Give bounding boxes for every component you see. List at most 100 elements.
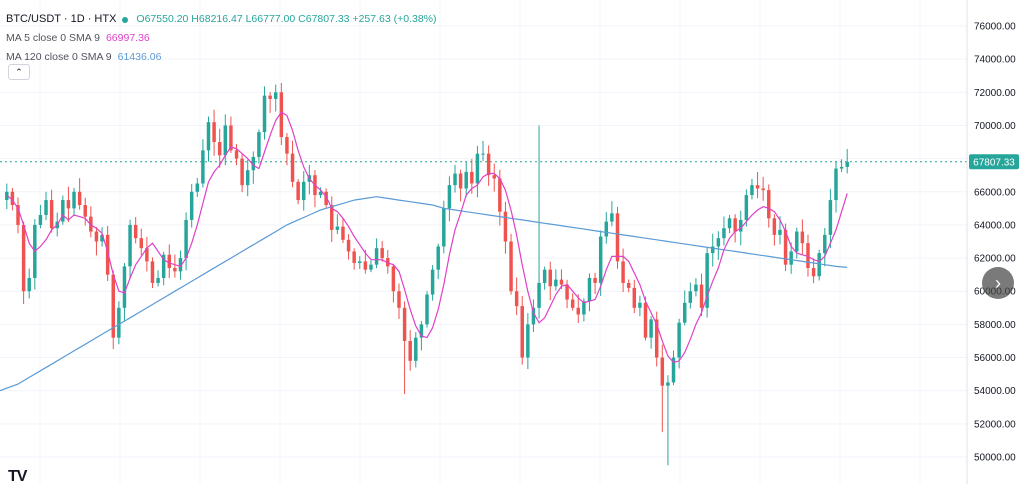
candle-down	[626, 282, 631, 288]
candle-up	[273, 92, 278, 99]
ohlc-values: O67550.20 H68216.47 L66777.00 C67807.33 …	[136, 13, 437, 25]
candle-down	[632, 287, 637, 308]
candle-down	[346, 239, 351, 252]
candle-up	[178, 258, 183, 272]
candle-down	[470, 171, 474, 184]
candle-down	[77, 191, 82, 206]
chevron-up-icon: ⌃	[15, 66, 23, 77]
y-tick-label: 58000.00	[974, 320, 1016, 331]
candle-up	[161, 254, 166, 278]
candle-up	[744, 195, 749, 220]
candle-up	[817, 253, 821, 277]
candle-down	[150, 261, 155, 283]
symbol-row: BTC/USDT · 1D · HTX O67550.20 H68216.47 …	[6, 10, 437, 29]
candle-down	[492, 175, 496, 179]
candle-up	[184, 219, 188, 259]
collapse-legend-button[interactable]: ⌃	[8, 64, 30, 80]
candle-down	[755, 185, 760, 189]
candle-down	[111, 274, 115, 338]
y-tick-label: 74000.00	[974, 55, 1016, 66]
candle-up	[727, 218, 732, 229]
candle-down	[83, 205, 87, 217]
candle-down	[324, 191, 328, 206]
candle-up	[537, 282, 541, 308]
candle-down	[660, 357, 665, 386]
candle-down	[654, 319, 659, 358]
candle-up	[201, 150, 205, 184]
candle-up	[453, 173, 457, 186]
candle-up	[739, 219, 743, 232]
candle-up	[318, 191, 323, 196]
candle-down	[234, 150, 239, 159]
candle-up	[61, 200, 65, 222]
y-tick-label: 70000.00	[974, 121, 1016, 132]
candle-down	[145, 248, 149, 262]
candle-down	[167, 254, 172, 269]
ma5-line	[6, 111, 848, 364]
market-status-dot	[122, 16, 129, 23]
y-tick-label: 66000.00	[974, 187, 1016, 198]
candle-up	[845, 161, 849, 167]
candle-up	[128, 224, 132, 267]
candle-up	[358, 261, 362, 264]
candle-down	[139, 238, 144, 249]
candle-up	[335, 226, 340, 230]
candle-up	[206, 122, 211, 151]
candle-down	[621, 261, 625, 283]
candle-down	[94, 231, 99, 242]
candle-down	[268, 95, 272, 99]
candle-up	[834, 168, 838, 201]
candle-up	[419, 324, 424, 338]
candle-down	[643, 302, 648, 338]
candle-down	[290, 153, 295, 182]
candle-down	[520, 306, 524, 358]
y-tick-label: 50000.00	[974, 453, 1016, 464]
candle-down	[380, 248, 384, 259]
candle-up	[705, 253, 709, 308]
tradingview-logo[interactable]: TV	[8, 468, 27, 485]
y-tick-label: 76000.00	[974, 22, 1016, 33]
candle-down	[733, 218, 737, 232]
candle-down	[559, 279, 564, 285]
candle-up	[542, 269, 547, 283]
candle-down	[783, 229, 788, 265]
candle-up	[251, 156, 256, 171]
candle-down	[386, 258, 390, 267]
candle-down	[402, 307, 407, 341]
candle-up	[117, 307, 121, 338]
candle-up	[447, 185, 452, 209]
candle-down	[565, 284, 569, 300]
y-tick-label: 56000.00	[974, 353, 1016, 364]
candle-up	[122, 266, 127, 308]
candle-down	[615, 213, 620, 262]
symbol-label[interactable]: BTC/USDT · 1D · HTX	[6, 13, 117, 25]
y-tick-label: 52000.00	[974, 419, 1016, 430]
scroll-to-realtime-button[interactable]: ›	[982, 267, 1014, 299]
candle-up	[694, 284, 698, 292]
candle-down	[576, 307, 581, 315]
chart-legend: BTC/USDT · 1D · HTX O67550.20 H68216.47 …	[6, 10, 437, 67]
candle-up	[100, 234, 104, 242]
candle-down	[699, 284, 704, 308]
candle-up	[604, 221, 609, 237]
candle-up	[587, 277, 592, 302]
candle-down	[486, 153, 491, 176]
chart-grid	[0, 0, 967, 484]
chevron-right-icon: ›	[995, 272, 1001, 293]
candle-down	[761, 188, 765, 191]
last-price-label: 67807.33	[973, 157, 1015, 168]
ma120-legend[interactable]: MA 120 close 0 SMA 9 61436.06	[6, 48, 437, 67]
candle-up	[464, 171, 468, 189]
candle-up	[262, 95, 267, 133]
candle-up	[795, 231, 799, 252]
ma5-legend[interactable]: MA 5 close 0 SMA 9 66997.36	[6, 29, 437, 48]
candle-up	[195, 183, 200, 192]
candle-up	[671, 357, 676, 383]
y-tick-label: 62000.00	[974, 254, 1016, 265]
candle-down	[341, 226, 345, 240]
candle-up	[302, 181, 306, 201]
candle-up	[27, 277, 31, 292]
candle-up	[677, 322, 681, 358]
price-axis[interactable]: 50000.00 52000.00 54000.00 56000.00 58000.00…	[974, 22, 1016, 464]
